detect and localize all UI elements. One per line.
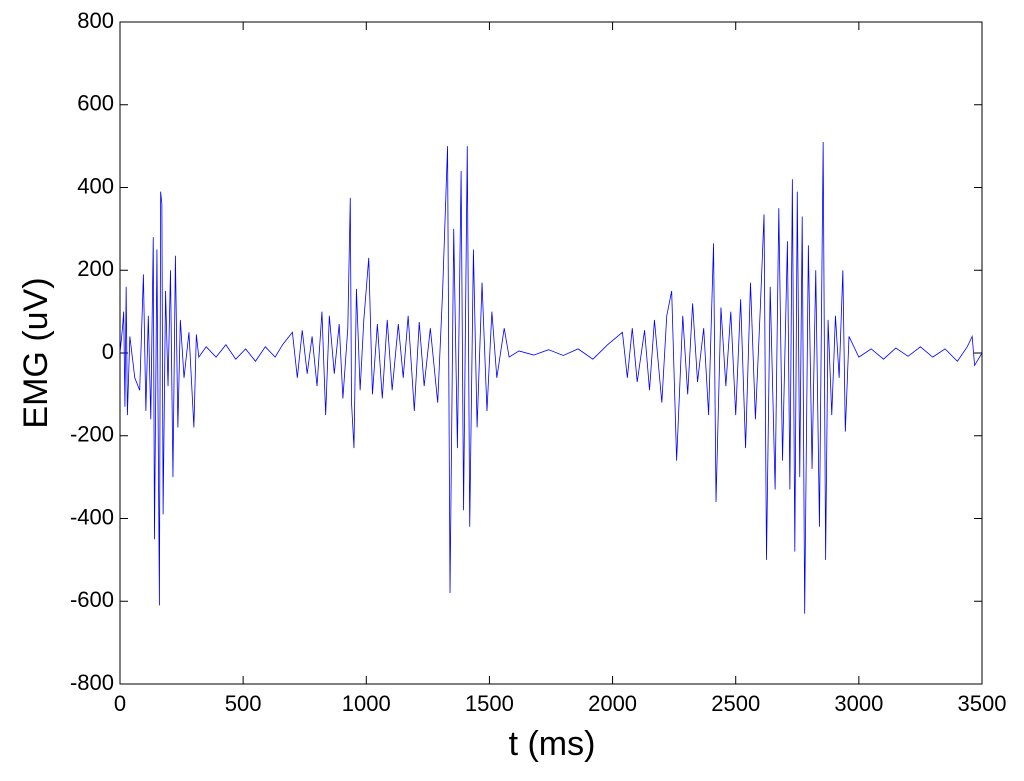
y-tick-label: -600 — [70, 587, 114, 612]
x-tick-label: 3000 — [834, 691, 883, 716]
y-tick-label: 400 — [77, 173, 114, 198]
y-tick-label: -200 — [70, 422, 114, 447]
x-tick-label: 3500 — [958, 691, 1007, 716]
x-axis-label: t (ms) — [509, 725, 596, 763]
y-tick-label: 800 — [77, 8, 114, 33]
y-tick-label: 600 — [77, 91, 114, 116]
x-tick-label: 2500 — [711, 691, 760, 716]
x-tick-label: 1500 — [465, 691, 514, 716]
signal-line — [119, 141, 983, 614]
x-tick-label: 1000 — [342, 691, 391, 716]
y-tick-label: 200 — [77, 256, 114, 281]
plot-frame — [119, 21, 983, 685]
y-axis-label: EMG (uV) — [17, 277, 55, 428]
x-tick-label: 0 — [114, 691, 126, 716]
x-tick-label: 500 — [225, 691, 262, 716]
y-tick-label: 0 — [102, 339, 114, 364]
y-tick-label: -800 — [70, 670, 114, 695]
y-tick-label: -400 — [70, 504, 114, 529]
x-tick-label: 2000 — [588, 691, 637, 716]
